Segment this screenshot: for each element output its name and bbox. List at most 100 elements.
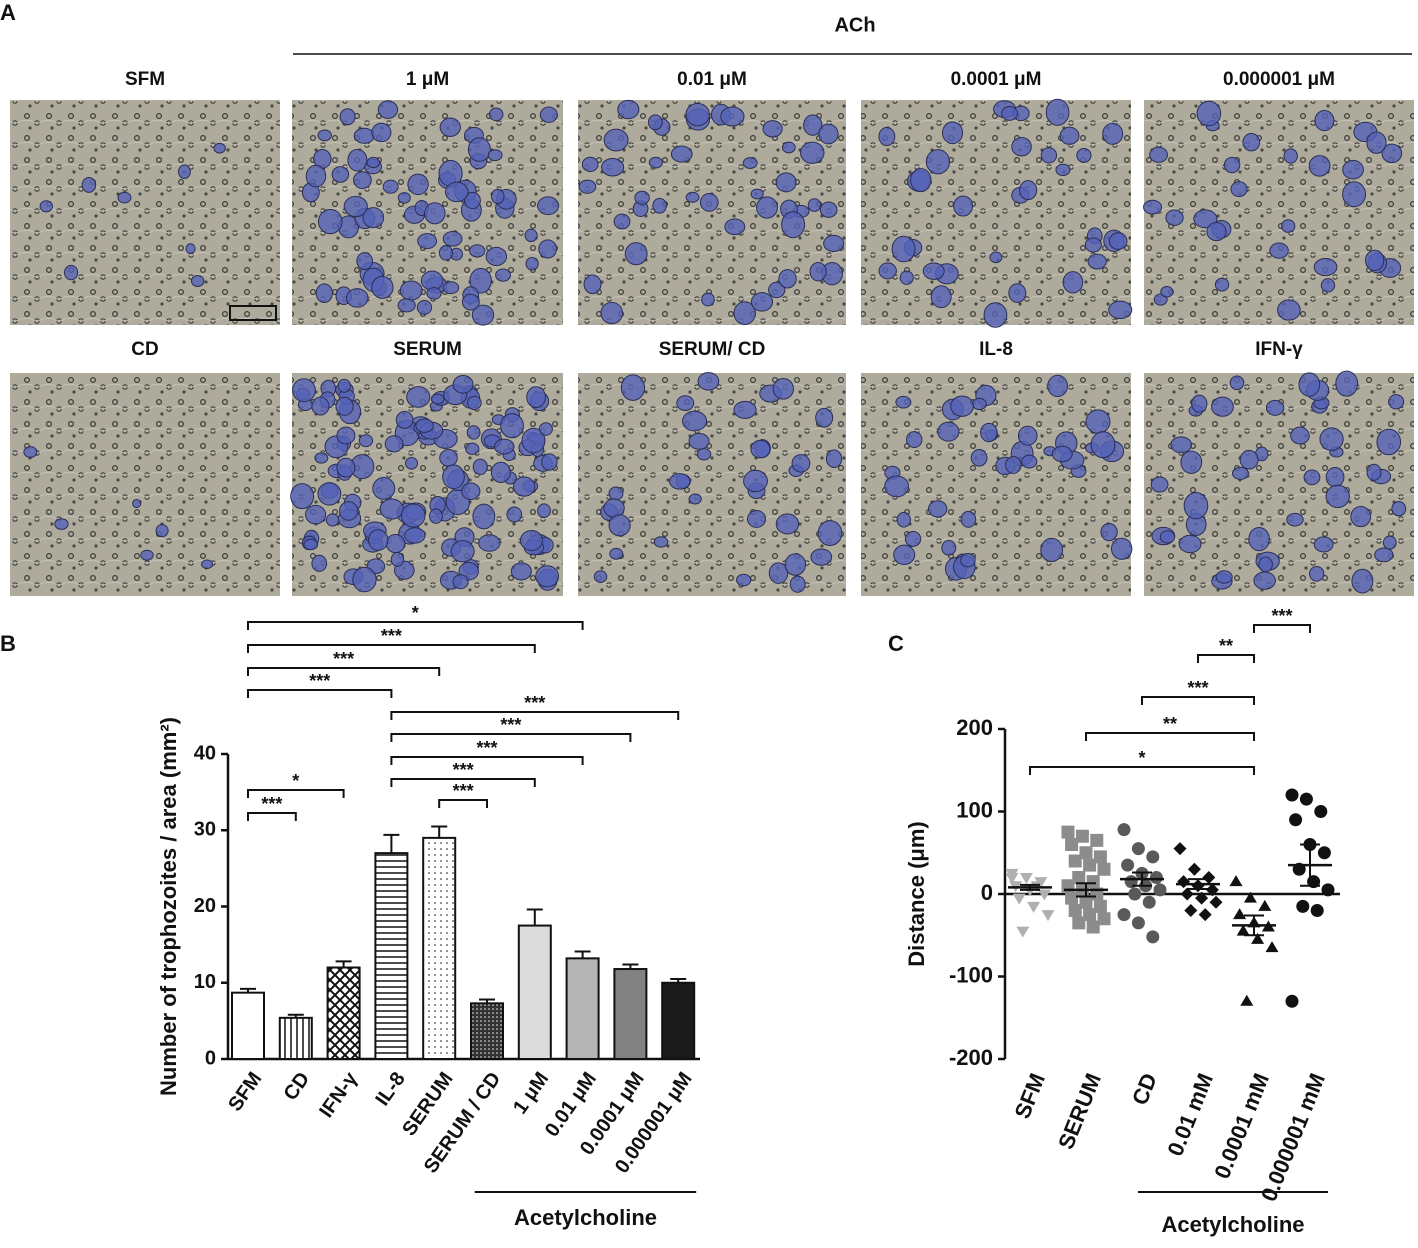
stained-cell	[1110, 537, 1133, 560]
stained-cell	[469, 267, 492, 294]
stained-cell	[384, 435, 404, 453]
stained-cell	[1196, 100, 1222, 127]
point	[1083, 858, 1097, 872]
stained-cell	[895, 395, 912, 409]
point	[1061, 825, 1075, 839]
stained-cell	[762, 120, 783, 138]
stained-cell	[810, 548, 833, 566]
significance-bracket	[1253, 624, 1311, 633]
stained-cell	[1342, 181, 1367, 208]
point	[1016, 926, 1030, 938]
stained-cell	[768, 562, 789, 584]
stained-cell	[733, 400, 757, 419]
stained-cell	[818, 123, 839, 145]
stained-cell	[1364, 249, 1385, 272]
point	[1317, 846, 1331, 860]
point	[1236, 924, 1250, 936]
y-tick-label: -100	[949, 962, 993, 987]
stained-cell	[439, 449, 458, 467]
point	[1005, 872, 1019, 884]
stained-cell	[416, 300, 433, 315]
stained-cell	[303, 538, 319, 551]
stained-cell	[989, 251, 1003, 264]
stained-cell	[1051, 445, 1073, 463]
stained-cell	[781, 211, 806, 239]
significance-bracket	[390, 778, 536, 787]
stained-cell	[1085, 409, 1111, 434]
stained-cell	[1320, 278, 1336, 293]
stained-cell	[371, 275, 394, 299]
stained-cell	[819, 201, 838, 218]
stained-cell	[472, 503, 496, 530]
stained-cell	[63, 264, 79, 281]
stained-cell	[512, 476, 536, 497]
stained-cell	[491, 188, 505, 205]
stained-cell	[1269, 242, 1289, 259]
stained-cell	[353, 171, 372, 189]
significance-label: **	[1163, 714, 1177, 734]
image-label: 1 μM	[406, 69, 449, 90]
stained-cell	[317, 208, 343, 235]
micrographs: SFM 1 μM 0.01 μM 0.0001 μM 0.000001 μM CD SERU…	[10, 69, 1414, 596]
stained-cell	[1149, 146, 1168, 163]
stained-cell	[352, 566, 377, 593]
point	[1251, 932, 1265, 944]
bar	[470, 1002, 504, 1061]
stained-cell	[490, 461, 511, 483]
x-tick-label: CD	[280, 1068, 315, 1104]
stained-cell	[652, 197, 667, 214]
stained-cell	[800, 141, 825, 164]
point	[1086, 920, 1100, 934]
stained-cell	[980, 422, 998, 443]
stained-cell	[609, 547, 624, 560]
image-label: SERUM	[393, 339, 462, 360]
stained-cell	[1351, 568, 1374, 594]
significance-label: ***	[476, 738, 497, 758]
image-label: CD	[131, 339, 158, 360]
stained-cell	[971, 397, 987, 411]
stained-cell	[789, 575, 806, 593]
scale-bar	[229, 305, 277, 321]
stained-cell	[736, 573, 752, 587]
point	[1314, 805, 1328, 819]
stained-cell	[140, 549, 154, 561]
significance-label: ***	[524, 693, 545, 713]
significance-bracket	[247, 789, 345, 798]
bar	[278, 1016, 313, 1061]
stained-cell	[541, 453, 558, 471]
stained-cell	[603, 128, 629, 152]
stained-cell	[1229, 375, 1245, 391]
stained-cell	[1391, 501, 1407, 517]
point	[1131, 916, 1145, 930]
stained-cell	[1005, 456, 1022, 474]
stained-cell	[317, 482, 342, 506]
stained-cell	[937, 421, 960, 442]
stained-cell	[1017, 425, 1038, 446]
stained-cell	[519, 530, 543, 551]
stained-cell	[1215, 570, 1233, 584]
stained-cell	[469, 244, 486, 258]
significance-bracket	[390, 711, 680, 720]
stained-cell	[891, 235, 916, 263]
stained-cell	[1087, 253, 1107, 270]
point	[1072, 916, 1086, 930]
stained-cell	[311, 554, 328, 572]
stained-cell	[467, 137, 491, 162]
stained-cell	[768, 281, 786, 299]
point	[1097, 912, 1111, 926]
significance-bracket	[438, 799, 488, 808]
stained-cell	[583, 274, 602, 295]
stained-cell	[397, 192, 411, 204]
stained-cell	[471, 304, 495, 326]
point	[1068, 854, 1082, 868]
point	[1065, 891, 1079, 905]
stained-cell	[1040, 537, 1064, 562]
stained-cell	[896, 511, 911, 528]
stained-cell	[466, 425, 481, 440]
significance-label: ***	[381, 626, 402, 646]
stained-cell	[653, 536, 669, 548]
stained-cell	[415, 418, 434, 433]
significance-label: ***	[453, 760, 474, 780]
significance-bracket	[247, 689, 393, 698]
point	[1289, 813, 1303, 827]
